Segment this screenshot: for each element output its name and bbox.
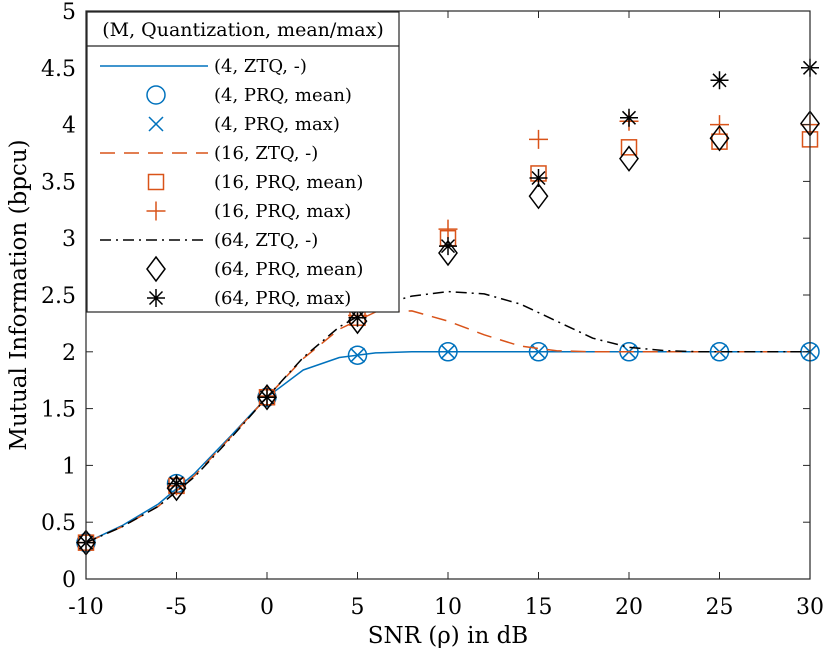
legend-entry: (4, PRQ, mean) (146, 85, 352, 106)
y-tick-label: 0 (62, 568, 76, 593)
x-tick-label: 25 (706, 595, 734, 620)
legend-label: (16, PRQ, max) (214, 201, 351, 222)
data-point-x (440, 344, 456, 360)
x-tick-label: -10 (68, 595, 103, 620)
y-tick-label: 3.5 (41, 170, 76, 195)
y-tick-label: 0.5 (41, 511, 76, 536)
data-point-asterisk (439, 237, 457, 256)
legend: (M, Quantization, mean/max) (4, ZTQ, -)(… (86, 11, 400, 313)
x-tick-label: 10 (434, 595, 462, 620)
data-point-asterisk (529, 168, 548, 187)
data-point-circle (528, 342, 549, 362)
x-tick-label: -5 (166, 595, 187, 620)
data-point-asterisk (620, 108, 638, 127)
data-point-asterisk (258, 388, 276, 407)
legend-label: (4, PRQ, max) (214, 114, 340, 135)
legend-entry: (16, PRQ, max) (146, 201, 351, 222)
y-tick-label: 1 (62, 454, 76, 479)
y-tick-label: 2 (62, 341, 76, 366)
x-tick-label: 5 (351, 595, 365, 620)
legend-entry: (4, ZTQ, -) (100, 56, 307, 77)
legend-label: (4, PRQ, mean) (214, 85, 352, 106)
data-point-plus (710, 115, 729, 135)
legend-label: (4, ZTQ, -) (214, 56, 307, 77)
legend-marker-diamond (146, 255, 166, 283)
data-point-diamond (257, 383, 277, 411)
y-tick-label: 2.5 (41, 284, 76, 309)
legend-entry: (64, ZTQ, -) (100, 230, 318, 251)
y-axis-label: Mutual Information (bpcu) (6, 139, 32, 450)
legend-box (86, 11, 400, 313)
data-point-circle (347, 345, 368, 365)
data-point-diamond (438, 239, 458, 267)
x-tick-label: 20 (615, 595, 643, 620)
x-tick-label: 15 (525, 595, 553, 620)
x-tick-label: 0 (260, 595, 274, 620)
legend-marker-plus (146, 201, 166, 221)
data-point-circle (438, 342, 458, 362)
data-point-diamond (528, 182, 549, 210)
data-point-diamond (619, 145, 639, 172)
legend-label: (16, ZTQ, -) (214, 143, 318, 164)
data-point-x (349, 347, 366, 363)
series-line (85, 290, 810, 544)
legend-entry: (4, PRQ, max) (148, 114, 340, 135)
data-point-asterisk (710, 71, 729, 90)
y-tick-label: 5 (62, 0, 76, 25)
legend-entry: (64, PRQ, max) (147, 288, 351, 309)
y-tick-label: 4.5 (41, 57, 76, 82)
series-7 (85, 290, 810, 544)
legend-marker-square (147, 173, 165, 191)
tick-layer: -10 -5 0 5 10 15 20 25 30 0 0.5 1 1.5 2 2.5 3 3.5 4 4.5 5 (41, 0, 824, 620)
y-tick-label: 3 (62, 227, 76, 252)
y-tick-label: 4 (62, 114, 76, 139)
legend-entry: (16, ZTQ, -) (100, 143, 318, 164)
legend-label: (16, PRQ, mean) (214, 172, 363, 193)
data-point-diamond (709, 124, 730, 152)
legend-entry: (64, PRQ, mean) (146, 255, 363, 283)
x-axis-label: SNR (ρ) in dB (368, 623, 528, 649)
legend-label: (64, PRQ, max) (214, 288, 351, 309)
x-tick-label: 30 (796, 595, 824, 620)
legend-entries: (4, ZTQ, -) (4, PRQ, mean) (4, PRQ, max) (1… (100, 56, 363, 309)
legend-marker-asterisk (147, 289, 165, 307)
legend-label: (64, ZTQ, -) (214, 230, 318, 251)
legend-label: (64, PRQ, mean) (214, 259, 363, 280)
legend-entry: (16, PRQ, mean) (147, 172, 363, 193)
data-point-asterisk (348, 308, 367, 327)
y-tick-label: 1.5 (41, 398, 76, 423)
data-point-square (620, 139, 638, 156)
legend-marker-circle (146, 85, 166, 105)
data-point-plus (529, 129, 548, 149)
data-point-asterisk (167, 474, 186, 493)
legend-marker-x (148, 116, 164, 132)
legend-title: (M, Quantization, mean/max) (102, 19, 384, 41)
data-point-plus (438, 219, 458, 239)
